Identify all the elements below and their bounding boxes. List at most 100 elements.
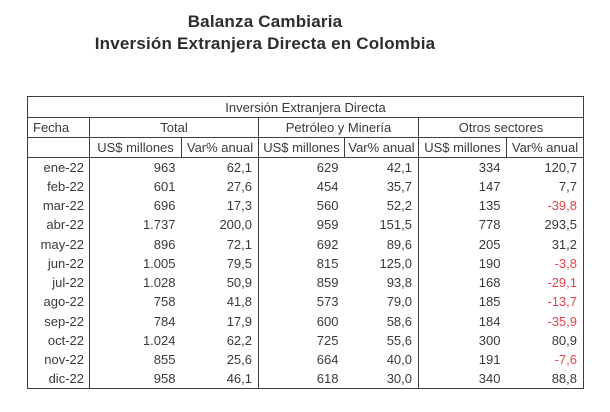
value-cell: 958 bbox=[153, 371, 176, 387]
value-cell: 664 bbox=[316, 352, 339, 368]
table-row: may-22 896 72,1 692 89,6 205 31,2 bbox=[27, 234, 584, 254]
value-cell: -39,8 bbox=[547, 198, 577, 214]
value-cell: 25,6 bbox=[181, 350, 259, 370]
value-cell: 79,0 bbox=[344, 292, 419, 312]
value-cell: 1.005 bbox=[142, 255, 176, 271]
title-block: Balanza Cambiaria Inversión Extranjera D… bbox=[0, 11, 530, 55]
fecha-cell: feb-22 bbox=[27, 176, 90, 196]
value-cell: 55,6 bbox=[344, 330, 419, 350]
group-header-row: Fecha Total Petróleo y Minería Otros sec… bbox=[27, 117, 584, 138]
table-row: mar-22 696 17,3 560 52,2 135 -39,8 bbox=[27, 196, 584, 216]
value-cell: 88,8 bbox=[551, 371, 577, 387]
value-cell: 696 bbox=[153, 198, 176, 214]
fecha-cell: nov-22 bbox=[27, 350, 90, 370]
value-cell: -3,8 bbox=[554, 255, 577, 271]
value-cell: 191 bbox=[478, 352, 501, 368]
value-cell: 300 bbox=[478, 332, 501, 348]
table-row: ago-22 758 41,8 573 79,0 185 -13,7 bbox=[27, 292, 584, 312]
fecha-cell: sep-22 bbox=[27, 311, 90, 331]
value-cell: 692 bbox=[316, 236, 339, 252]
value-cell: 1.737 bbox=[142, 217, 176, 233]
subheader-empty bbox=[27, 137, 90, 158]
value-cell: 855 bbox=[153, 352, 176, 368]
group-header-petroleo-mineria: Petróleo y Minería bbox=[258, 117, 419, 138]
value-cell: 896 bbox=[153, 236, 176, 252]
subheader-petroleo-var: Var% anual bbox=[344, 137, 419, 158]
value-cell: 334 bbox=[478, 159, 501, 175]
fecha-cell: jun-22 bbox=[27, 253, 90, 273]
value-cell: 601 bbox=[153, 178, 176, 194]
value-cell: 600 bbox=[316, 313, 339, 329]
value-cell: 190 bbox=[478, 255, 501, 271]
value-cell: 778 bbox=[478, 217, 501, 233]
value-cell: 758 bbox=[153, 294, 176, 310]
value-cell: 135 bbox=[478, 198, 501, 214]
value-cell: 205 bbox=[478, 236, 501, 252]
value-cell: 1.024 bbox=[142, 332, 176, 348]
column-header-fecha: Fecha bbox=[27, 117, 90, 138]
subheader-total-usd: US$ millones bbox=[89, 137, 182, 158]
value-cell: 62,2 bbox=[181, 330, 259, 350]
value-cell: 340 bbox=[478, 371, 501, 387]
table-row: sep-22 784 17,9 600 58,6 184 -35,9 bbox=[27, 311, 584, 331]
fecha-cell: ene-22 bbox=[27, 157, 90, 177]
fecha-cell: ago-22 bbox=[27, 292, 90, 312]
value-cell: 30,0 bbox=[344, 369, 419, 389]
subheader-otros-usd: US$ millones bbox=[418, 137, 507, 158]
value-cell: 629 bbox=[316, 159, 339, 175]
value-cell: 42,1 bbox=[344, 157, 419, 177]
table-row: dic-22 958 46,1 618 30,0 340 88,8 bbox=[27, 369, 584, 389]
value-cell: 560 bbox=[316, 198, 339, 214]
fecha-cell: oct-22 bbox=[27, 330, 90, 350]
table-row: jun-22 1.005 79,5 815 125,0 190 -3,8 bbox=[27, 253, 584, 273]
value-cell: 185 bbox=[478, 294, 501, 310]
table-row: oct-22 1.024 62,2 725 55,6 300 80,9 bbox=[27, 330, 584, 350]
value-cell: 27,6 bbox=[181, 176, 259, 196]
table-row: feb-22 601 27,6 454 35,7 147 7,7 bbox=[27, 176, 584, 196]
subheader-row: US$ millones Var% anual US$ millones Var… bbox=[27, 137, 584, 158]
value-cell: 46,1 bbox=[181, 369, 259, 389]
value-cell: 784 bbox=[153, 313, 176, 329]
table-row: nov-22 855 25,6 664 40,0 191 -7,6 bbox=[27, 350, 584, 370]
value-cell: 125,0 bbox=[344, 253, 419, 273]
group-header-total: Total bbox=[89, 117, 259, 138]
value-cell: 859 bbox=[316, 275, 339, 291]
value-cell: 93,8 bbox=[344, 273, 419, 293]
table-row: abr-22 1.737 200,0 959 151,5 778 293,5 bbox=[27, 215, 584, 235]
value-cell: 50,9 bbox=[181, 273, 259, 293]
value-cell: 89,6 bbox=[344, 234, 419, 254]
value-cell: 58,6 bbox=[344, 311, 419, 331]
table-row: ene-22 963 62,1 629 42,1 334 120,7 bbox=[27, 157, 584, 177]
table-title: Inversión Extranjera Directa bbox=[27, 96, 584, 118]
value-cell: 40,0 bbox=[344, 350, 419, 370]
value-cell: 293,5 bbox=[544, 217, 577, 233]
value-cell: 80,9 bbox=[551, 332, 577, 348]
table-row: jul-22 1.028 50,9 859 93,8 168 -29,1 bbox=[27, 273, 584, 293]
value-cell: 168 bbox=[478, 275, 501, 291]
value-cell: 31,2 bbox=[551, 236, 577, 252]
value-cell: 184 bbox=[478, 313, 501, 329]
group-header-otros-sectores: Otros sectores bbox=[418, 117, 584, 138]
value-cell: 151,5 bbox=[344, 215, 419, 235]
fecha-cell: dic-22 bbox=[27, 369, 90, 389]
value-cell: 454 bbox=[316, 178, 339, 194]
value-cell: 72,1 bbox=[181, 234, 259, 254]
fecha-cell: may-22 bbox=[27, 234, 90, 254]
value-cell: -29,1 bbox=[547, 275, 577, 291]
value-cell: 52,2 bbox=[344, 196, 419, 216]
caption-row: Inversión Extranjera Directa bbox=[27, 96, 584, 118]
value-cell: 17,9 bbox=[181, 311, 259, 331]
value-cell: -7,6 bbox=[554, 352, 577, 368]
fecha-cell: abr-22 bbox=[27, 215, 90, 235]
value-cell: 41,8 bbox=[181, 292, 259, 312]
fecha-cell: mar-22 bbox=[27, 196, 90, 216]
table-body: ene-22 963 62,1 629 42,1 334 120,7 feb-22 601 27,… bbox=[27, 157, 584, 389]
page-subtitle: Inversión Extranjera Directa en Colombia bbox=[94, 34, 436, 53]
value-cell: 618 bbox=[316, 371, 339, 387]
value-cell: 79,5 bbox=[181, 253, 259, 273]
value-cell: -13,7 bbox=[547, 294, 577, 310]
value-cell: 120,7 bbox=[544, 159, 577, 175]
value-cell: 1.028 bbox=[142, 275, 176, 291]
subheader-otros-var: Var% anual bbox=[506, 137, 584, 158]
fecha-cell: jul-22 bbox=[27, 273, 90, 293]
